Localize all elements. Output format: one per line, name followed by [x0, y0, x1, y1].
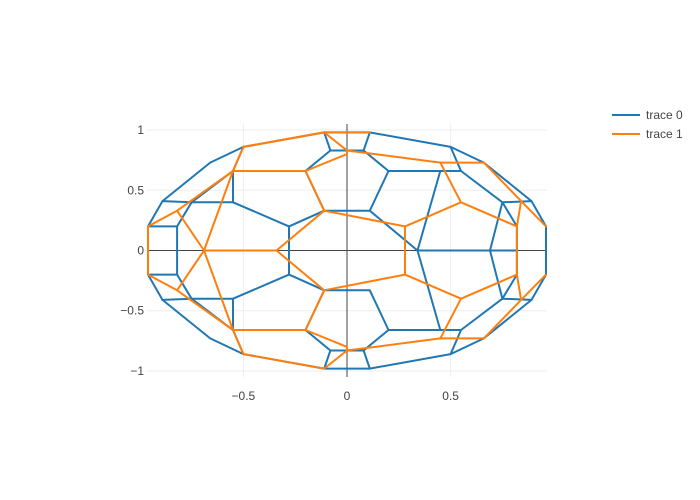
series-line-segment — [489, 249, 504, 300]
series-line-segment — [449, 145, 462, 172]
series-line-segment — [203, 170, 234, 252]
series-line-segment — [362, 149, 462, 172]
series-line-segment — [176, 209, 326, 252]
series-line-segment — [439, 161, 518, 340]
series-line-segment — [362, 131, 371, 152]
y-tick-label: 1 — [137, 123, 144, 137]
legend-item-0[interactable]: trace 0 — [612, 108, 683, 122]
series-line-segment — [161, 200, 193, 204]
series-line-segment — [368, 209, 518, 252]
series-line-segment — [161, 297, 193, 301]
series-line-segment — [515, 273, 523, 301]
legend-item-1[interactable]: trace 1 — [612, 127, 683, 141]
x-tick-label: 0.5 — [442, 389, 459, 403]
y-tick-label: 0.5 — [127, 183, 144, 197]
series-line-segment — [501, 297, 533, 301]
series-line-segment — [203, 249, 234, 331]
series-line-segment — [416, 249, 442, 331]
series-1[interactable] — [147, 131, 547, 370]
y-tick-label: −1 — [130, 364, 144, 378]
series-line-segment — [323, 349, 332, 370]
y-tick-label: 0 — [137, 244, 144, 258]
series-line-segment — [404, 273, 462, 300]
series-line-segment — [362, 349, 371, 370]
series-layer — [147, 131, 547, 370]
x-tick-label: 0 — [344, 389, 351, 403]
series-line-segment — [416, 170, 442, 252]
series-line-segment — [275, 249, 326, 292]
y-tick-label: −0.5 — [120, 304, 144, 318]
legend[interactable]: trace 0 trace 1 — [612, 108, 683, 141]
series-line-segment — [288, 209, 390, 331]
y-axis-ticks: 1 0.5 0 −0.5 −1 — [120, 123, 144, 378]
series-line-segment — [323, 131, 332, 152]
x-tick-label: −0.5 — [232, 389, 256, 403]
series-line-segment — [501, 200, 533, 204]
legend-label: trace 0 — [646, 108, 683, 122]
series-line-segment — [489, 201, 504, 252]
series-line-segment — [304, 170, 406, 331]
x-axis-ticks: −0.5 0 0.5 — [232, 389, 460, 403]
series-line-segment — [515, 200, 523, 228]
series-line-segment — [176, 249, 205, 292]
series-line-segment — [404, 201, 462, 228]
series-line-segment — [449, 329, 462, 356]
legend-label: trace 1 — [646, 127, 683, 141]
